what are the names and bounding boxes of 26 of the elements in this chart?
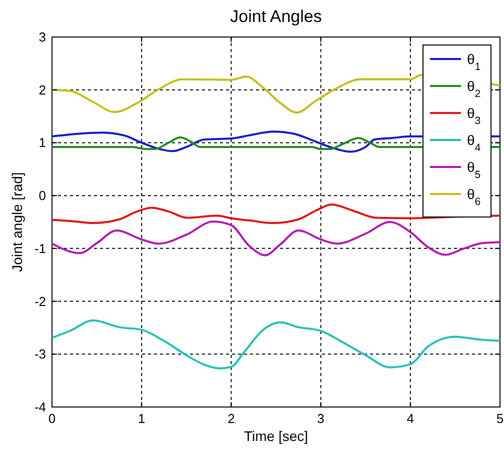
y-tick-label: 3 xyxy=(38,30,46,44)
y-axis-title: Joint angle [rad] xyxy=(9,172,25,272)
x-tick-label: 5 xyxy=(496,411,504,426)
y-tick-label: -2 xyxy=(34,294,46,309)
line-series xyxy=(51,220,501,256)
legend-label: θ$_{6}$ xyxy=(467,186,481,208)
y-tick-label: -1 xyxy=(34,240,46,256)
y-tick-label: -3 xyxy=(34,346,46,362)
legend-label: θ$_{3}$ xyxy=(467,105,481,127)
legend-label: θ$_{1}$ xyxy=(467,51,481,73)
y-tick-label: 1 xyxy=(38,135,46,150)
legend-label: θ$_{5}$ xyxy=(467,159,481,181)
line-series xyxy=(51,204,501,224)
y-tick-label: -4 xyxy=(34,400,46,414)
x-tick-label: 0 xyxy=(48,411,56,426)
chart-title: Joint Angles xyxy=(230,7,322,26)
legend-label: θ$_{2}$ xyxy=(467,78,481,100)
legend-label: θ$_{4}$ xyxy=(467,132,481,154)
x-tick-label: 1 xyxy=(138,411,146,426)
x-tick-label: 2 xyxy=(228,411,235,426)
line-series xyxy=(51,319,501,370)
x-tick-label: 3 xyxy=(317,411,324,426)
x-axis-title: Time [sec] xyxy=(244,428,308,444)
y-tick-label: 0 xyxy=(38,188,46,204)
y-tick-label: 2 xyxy=(38,82,46,98)
x-tick-label: 4 xyxy=(406,411,414,426)
